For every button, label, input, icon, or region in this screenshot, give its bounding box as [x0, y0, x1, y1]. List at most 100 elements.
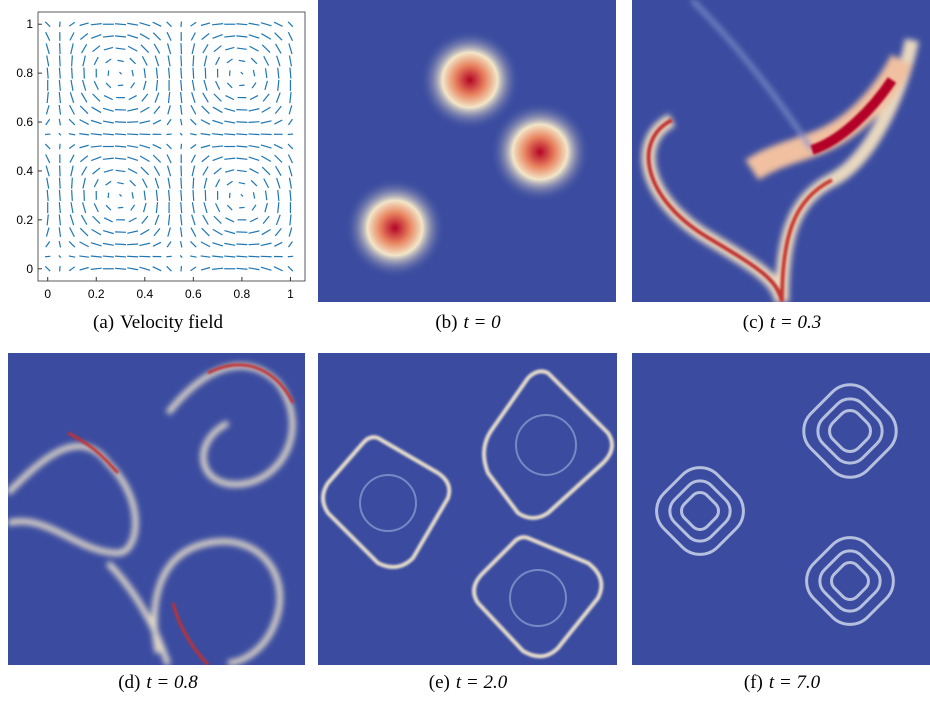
arrow: [127, 108, 139, 112]
arrow: [212, 255, 224, 258]
arrow: [274, 105, 282, 114]
arrow: [71, 177, 73, 189]
arrow: [260, 144, 272, 149]
arrow: [289, 67, 292, 79]
arrow: [190, 104, 197, 115]
arrow: [180, 214, 183, 226]
arrow: [277, 67, 280, 79]
arrow: [166, 265, 172, 272]
arrow: [200, 119, 211, 125]
arrow: [79, 144, 89, 149]
arrow: [153, 43, 161, 54]
arrow: [180, 79, 183, 91]
arrow: [274, 241, 283, 247]
arrow: [213, 167, 222, 175]
arrow: [249, 95, 259, 101]
arrow: [128, 95, 137, 101]
arrow: [142, 80, 147, 91]
arrow: [260, 242, 272, 247]
y-tick-label: 0.8: [16, 66, 33, 80]
arrow: [115, 121, 127, 123]
arrow: [139, 155, 150, 163]
heatmap-d: [8, 353, 305, 665]
arrow: [261, 166, 271, 176]
arrow: [287, 21, 294, 28]
caption-text: t = 0.8: [146, 672, 198, 693]
arrow: [288, 105, 293, 115]
arrow: [261, 106, 271, 113]
arrow: [236, 121, 248, 123]
caption-label: (f): [743, 672, 763, 693]
arrow: [155, 67, 159, 79]
arrow: [251, 82, 257, 89]
arrow: [190, 133, 197, 136]
arrow: [224, 120, 236, 124]
arrow: [250, 179, 258, 187]
heatmap-e: [318, 353, 617, 665]
arrow: [203, 202, 208, 214]
arrow: [68, 133, 76, 136]
arrow: [152, 143, 162, 150]
arrow: [287, 143, 294, 150]
arrow: [68, 266, 76, 272]
arrow: [236, 23, 248, 26]
arrow: [190, 241, 197, 248]
arrow: [91, 228, 102, 236]
arrow: [263, 178, 270, 189]
arrow: [236, 35, 248, 38]
arrow: [225, 169, 235, 173]
caption-text: t = 7.0: [768, 672, 821, 693]
arrow: [70, 202, 74, 214]
arrow: [141, 178, 148, 189]
arrow: [127, 34, 139, 39]
arrow: [190, 154, 196, 163]
arrow: [201, 227, 210, 237]
arrow: [264, 202, 269, 213]
arrow: [70, 165, 74, 177]
arrow: [248, 108, 260, 112]
arrow: [200, 266, 211, 271]
arrow: [248, 144, 260, 149]
arrow: [90, 242, 102, 247]
arrow: [141, 215, 149, 224]
arrow: [260, 120, 272, 124]
arrow: [202, 92, 209, 103]
arrow: [103, 217, 113, 223]
arrow: [215, 203, 221, 213]
arrow: [236, 255, 248, 258]
arrow: [260, 22, 272, 27]
arrow: [81, 79, 87, 91]
arrow: [139, 33, 150, 40]
arrow: [115, 243, 127, 246]
arrow: [226, 180, 233, 186]
arrow: [289, 214, 292, 226]
arrow: [212, 242, 224, 247]
arrow: [167, 105, 171, 115]
arrow: [274, 154, 283, 163]
arrow: [127, 255, 139, 258]
arrow: [154, 214, 160, 226]
x-tick-label: 1: [287, 287, 294, 300]
arrow: [215, 80, 221, 90]
arrow: [58, 132, 62, 136]
arrow: [224, 157, 236, 160]
arrow: [250, 57, 258, 65]
arrow: [46, 92, 49, 104]
arrow: [130, 204, 136, 211]
arrow: [70, 79, 74, 91]
arrow: [140, 166, 150, 176]
arrow: [93, 178, 99, 188]
arrow: [166, 241, 172, 248]
caption: (c) t = 0.3: [632, 312, 930, 334]
arrow: [167, 55, 171, 67]
arrow: [236, 243, 248, 246]
arrow: [114, 255, 127, 258]
arrow: [82, 55, 86, 67]
arrow: [90, 267, 102, 270]
arrow: [191, 202, 195, 214]
arrow: [102, 242, 114, 246]
arrow: [105, 82, 112, 89]
arrow: [117, 181, 124, 185]
arrow: [275, 92, 281, 103]
